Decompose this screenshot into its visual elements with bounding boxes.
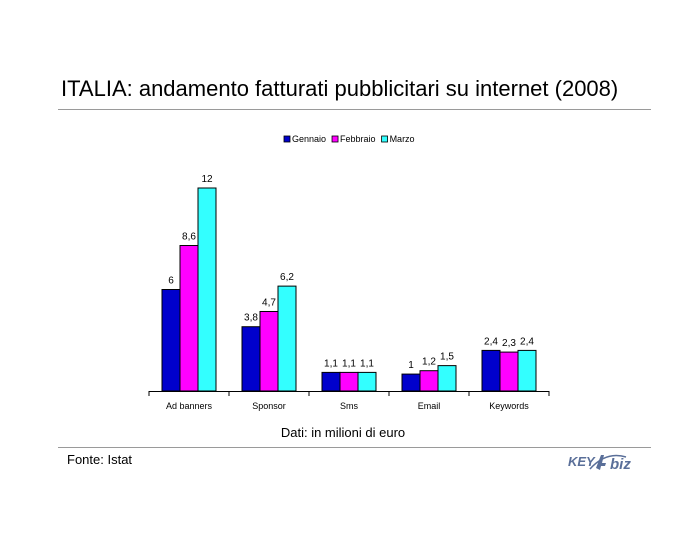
bar-keywords-febbraio [499, 351, 519, 392]
bar-ad-banners-febbraio [179, 245, 199, 392]
legend-swatch-gennaio [283, 135, 291, 143]
legend-label-marzo: Marzo [390, 134, 415, 144]
category-label-sms: Sms [340, 401, 359, 411]
bar-sms-marzo [357, 371, 377, 392]
bar-sponsor-febbraio [259, 310, 279, 392]
bar-sponsor-gennaio [241, 326, 261, 392]
key4biz-logo: KEY biz [568, 454, 631, 473]
svg-text:biz: biz [610, 456, 631, 473]
chart-title: ITALIA: andamento fatturati pubblicitari… [61, 76, 619, 101]
data-label-ad-banners-marzo: 12 [201, 174, 213, 185]
category-label-sponsor: Sponsor [252, 401, 286, 411]
bar-sms-gennaio [321, 371, 341, 392]
legend-label-febbraio: Febbraio [340, 134, 376, 144]
source-note: Fonte: Istat [67, 452, 133, 467]
bar-email-febbraio [419, 370, 439, 392]
legend-swatch-febbraio [331, 135, 339, 143]
category-label-email: Email [418, 401, 441, 411]
category-label-ad-banners: Ad banners [166, 401, 213, 411]
data-label-sponsor-febbraio: 4,7 [262, 297, 276, 308]
bar-keywords-marzo [517, 349, 537, 392]
data-label-sponsor-gennaio: 3,8 [244, 313, 258, 324]
bar-sponsor-marzo [277, 285, 297, 392]
data-label-keywords-gennaio: 2,4 [484, 336, 498, 347]
data-label-ad-banners-febbraio: 8,6 [182, 232, 196, 243]
data-label-sms-marzo: 1,1 [360, 358, 374, 369]
bar-keywords-gennaio [481, 349, 501, 392]
data-label-keywords-marzo: 2,4 [520, 336, 534, 347]
top-divider [58, 109, 651, 110]
bar-ad-banners-marzo [197, 187, 217, 392]
bar-sms-febbraio [339, 371, 359, 392]
units-note: Dati: in milioni di euro [280, 425, 406, 440]
legend-label-gennaio: Gennaio [292, 134, 326, 144]
data-label-sponsor-marzo: 6,2 [280, 272, 294, 283]
data-label-email-marzo: 1,5 [440, 352, 454, 363]
bar-ad-banners-gennaio [161, 289, 181, 392]
data-label-sms-gennaio: 1,1 [324, 358, 338, 369]
plot-area: 6 8,6 12 Ad banners 3,8 4,7 6,2 Sponsor 1,1 1,1 1,… [148, 174, 550, 411]
data-label-email-febbraio: 1,2 [422, 357, 436, 368]
bar-email-gennaio [401, 373, 421, 392]
data-label-ad-banners-gennaio: 6 [168, 276, 174, 287]
svg-text:KEY: KEY [568, 454, 596, 469]
data-label-email-gennaio: 1 [408, 360, 414, 371]
legend: Gennaio Febbraio Marzo [283, 134, 415, 144]
bar-email-marzo [437, 365, 457, 392]
legend-swatch-marzo [381, 135, 388, 143]
data-label-sms-febbraio: 1,1 [342, 358, 356, 369]
data-label-keywords-febbraio: 2,3 [502, 338, 516, 349]
bottom-divider [58, 447, 651, 448]
category-label-keywords: Keywords [489, 401, 529, 411]
